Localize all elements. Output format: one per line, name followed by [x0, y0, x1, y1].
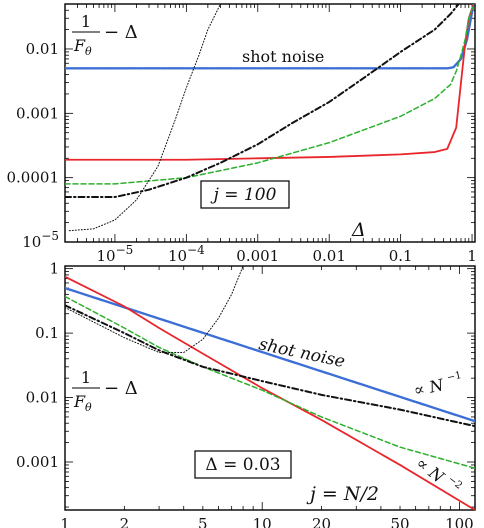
top-panel: 10−5 10−4 0.001 0.01 0.1 10.010.0010.000110−5… — [7, 3, 477, 265]
x-tick-label: 10−5 — [97, 243, 134, 265]
bottom-ylabel-subscript: θ — [85, 401, 92, 414]
bottom-tick-labels: 1 2 5 10 20 50 100 1 0.1 0.01 0.001 — [16, 260, 474, 528]
x-tick-label: 0.001 — [236, 247, 279, 265]
bottom-ylabel: 1 F θ − Δ — [72, 368, 138, 414]
bottom-panel: 1 2 5 10 20 50 100 1 0.1 0.01 0.001 1 F θ − Δ shot… — [16, 260, 476, 528]
y-tick-label: 1 — [49, 260, 59, 278]
bottom-series-dotted-blue — [65, 286, 475, 423]
x-tick-label: 1 — [60, 515, 70, 528]
top-ylabel-numerator: 1 — [81, 12, 91, 31]
bottom-shot-noise-label: shot noise — [257, 334, 347, 372]
y-tick-label: 0.01 — [26, 40, 59, 58]
top-xlabel: Δ — [351, 219, 366, 241]
bottom-delta-box: Δ = 0.03 — [194, 450, 292, 479]
bottom-delta-label: Δ = 0.03 — [205, 455, 280, 475]
x-tick-label: 1 — [467, 247, 477, 265]
bottom-series-group — [65, 266, 475, 510]
y-tick-label: 0.0001 — [7, 169, 60, 187]
bottom-n-minus-1-text: ∝ N — [412, 375, 446, 400]
bottom-series-solid-red — [65, 275, 475, 510]
x-tick-label: 50 — [390, 515, 409, 528]
x-tick-label: 10−4 — [168, 243, 205, 265]
top-tick-marks — [64, 3, 475, 243]
bottom-ylabel-denominator: F — [73, 392, 86, 411]
x-tick-label: 5 — [198, 515, 208, 528]
bottom-ylabel-suffix: − Δ — [104, 378, 138, 399]
bottom-n-minus-2-label: ∝ N −2 — [413, 453, 465, 492]
bottom-xlabel: j = N/2 — [306, 483, 379, 505]
bottom-series-dashed-green — [65, 295, 475, 469]
x-tick-label: 0.1 — [389, 247, 413, 265]
bottom-n-minus-1-label: ∝ N −1 — [412, 370, 463, 400]
bottom-ylabel-numerator: 1 — [81, 368, 91, 387]
bottom-n-minus-1-exp: −1 — [446, 370, 463, 384]
x-tick-label: 10 — [253, 515, 272, 528]
y-tick-label: 0.1 — [35, 324, 59, 342]
bottom-n-minus-2-exp: −2 — [446, 474, 464, 492]
top-tick-labels: 10−5 10−4 0.001 0.01 0.1 1 0.01 0.001 0.0001 10−5 — [7, 40, 477, 265]
bottom-n-minus-2-text: ∝ N — [413, 453, 449, 487]
top-ylabel: 1 F θ − Δ — [72, 12, 138, 58]
bottom-tick-marks — [64, 266, 475, 510]
y-tick-label: 0.001 — [16, 104, 59, 122]
top-shot-noise-label: shot noise — [242, 47, 324, 66]
top-j-label: j = 100 — [210, 185, 277, 205]
x-tick-label: 100 — [445, 515, 474, 528]
bottom-axes-frame — [64, 265, 476, 511]
top-series-dotted-black — [68, 4, 221, 232]
x-tick-label: 0.01 — [312, 247, 345, 265]
top-j-box: j = 100 — [200, 180, 290, 209]
top-series-solid-red — [65, 4, 475, 161]
y-tick-label: 0.001 — [16, 453, 59, 471]
x-tick-label: 2 — [120, 515, 130, 528]
bottom-series-dashdot-black — [65, 304, 475, 428]
top-series-dashdot-black — [65, 4, 460, 199]
top-ylabel-suffix: − Δ — [104, 22, 138, 43]
top-ylabel-subscript: θ — [85, 45, 92, 58]
top-ylabel-denominator: F — [73, 36, 86, 55]
y-tick-label: 0.01 — [26, 389, 59, 407]
y-tick-label: 10−5 — [22, 229, 59, 251]
bottom-series-dotted-black — [65, 266, 244, 354]
top-series-group — [65, 4, 475, 232]
x-tick-label: 20 — [312, 515, 331, 528]
